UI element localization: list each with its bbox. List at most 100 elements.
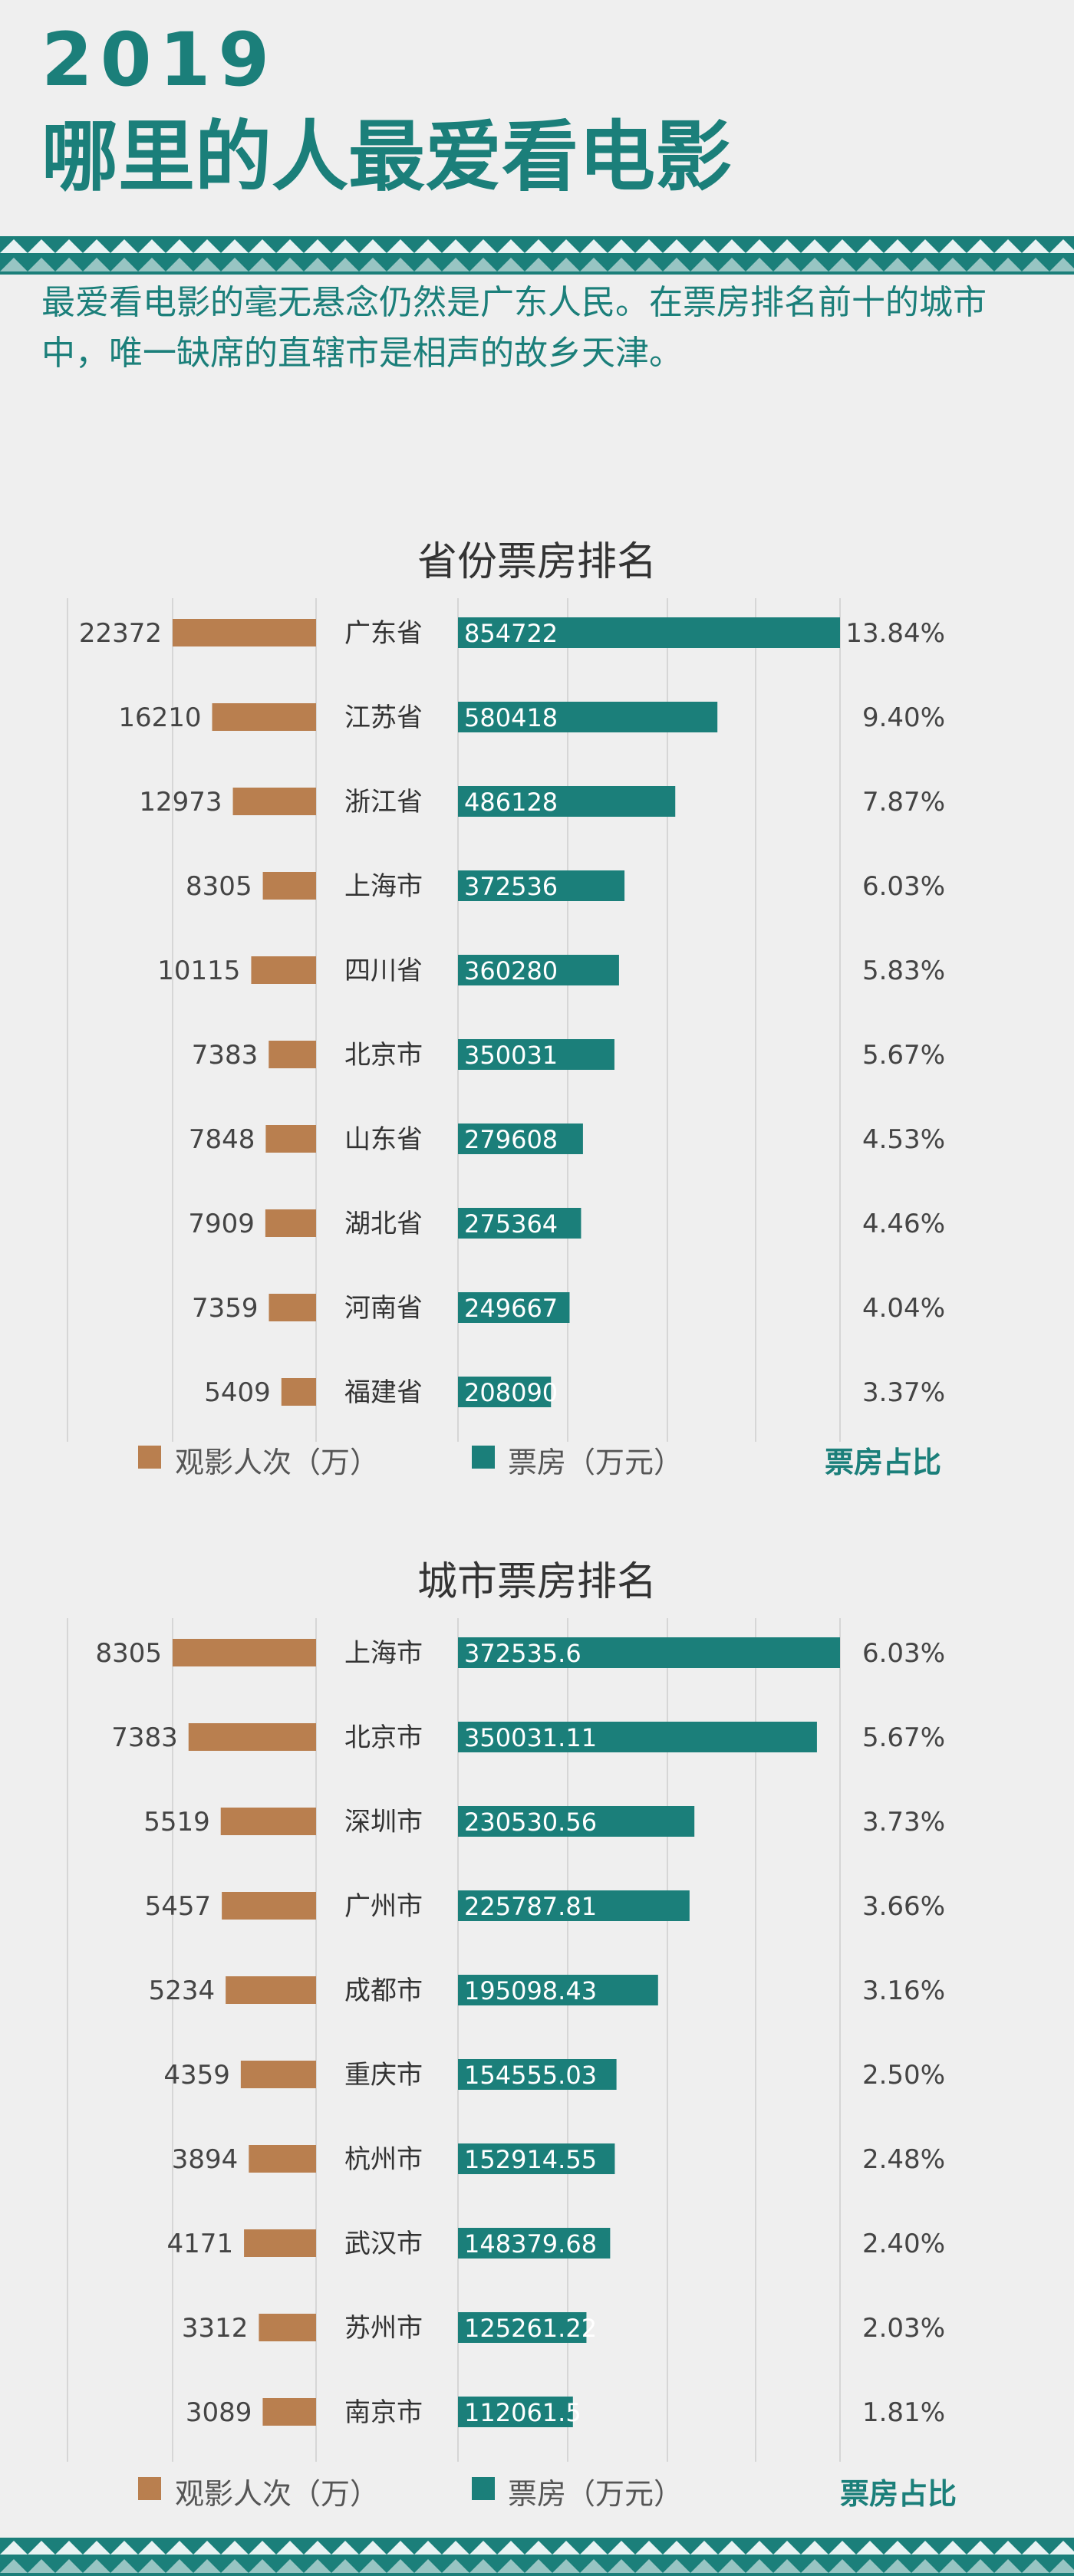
share-value: 13.84% xyxy=(845,618,945,649)
attendance-bar xyxy=(268,1041,316,1068)
category-label: 福建省 xyxy=(344,1377,423,1408)
boxoffice-value: 372535.6 xyxy=(464,1639,581,1668)
share-value: 6.03% xyxy=(862,871,945,902)
boxoffice-bar xyxy=(458,1124,583,1154)
boxoffice-bar xyxy=(458,1637,840,1668)
attendance-value: 7383 xyxy=(192,1040,259,1071)
boxoffice-value: 275364 xyxy=(464,1209,558,1239)
boxoffice-bar xyxy=(458,2143,615,2174)
boxoffice-legend-swatch xyxy=(472,2477,495,2500)
boxoffice-bar xyxy=(458,870,625,901)
attendance-value: 7359 xyxy=(192,1293,259,1324)
page-title: 哪里的人最爱看电影 xyxy=(41,112,732,202)
share-value: 6.03% xyxy=(862,1638,945,1669)
attendance-value: 7848 xyxy=(189,1124,255,1155)
share-value: 2.03% xyxy=(862,2313,945,2344)
attendance-value: 3312 xyxy=(182,2313,249,2344)
boxoffice-bar xyxy=(458,617,840,648)
category-label: 湖北省 xyxy=(344,1209,423,1239)
province-chart-title: 省份票房排名 xyxy=(417,539,657,585)
attendance-bar xyxy=(173,1639,316,1666)
attendance-bar xyxy=(251,956,316,984)
boxoffice-bar xyxy=(458,955,619,985)
boxoffice-bar xyxy=(458,702,718,732)
boxoffice-value: 360280 xyxy=(464,956,558,985)
share-value: 4.53% xyxy=(862,1124,945,1155)
attendance-bar xyxy=(220,1808,316,1835)
share-value: 5.83% xyxy=(862,956,945,986)
attendance-bar xyxy=(173,619,316,646)
share-value: 5.67% xyxy=(862,1040,945,1071)
category-label: 广东省 xyxy=(344,618,423,649)
category-label: 北京市 xyxy=(344,1722,423,1753)
attendance-legend-swatch xyxy=(138,1446,161,1469)
boxoffice-value: 486128 xyxy=(464,788,558,817)
attendance-value: 7383 xyxy=(111,1722,178,1753)
province-chart: 22372 广东省 854722 13.84% 16210 江苏省 580418 9.40% 1… xyxy=(67,598,945,1442)
boxoffice-bar xyxy=(458,1722,817,1752)
boxoffice-value: 154555.03 xyxy=(464,2061,597,2090)
attendance-value: 8305 xyxy=(186,871,252,902)
boxoffice-bar xyxy=(458,2059,617,2090)
boxoffice-value: 580418 xyxy=(464,703,558,732)
attendance-value: 5234 xyxy=(149,1976,216,2006)
boxoffice-bar xyxy=(458,2228,611,2259)
decorative-band-top xyxy=(0,236,1074,275)
attendance-legend-swatch xyxy=(138,2477,161,2500)
share-value: 3.73% xyxy=(862,1807,945,1837)
category-label: 杭州市 xyxy=(344,2144,423,2175)
category-label: 武汉市 xyxy=(344,2229,423,2259)
attendance-bar xyxy=(244,2229,316,2257)
attendance-bar xyxy=(259,2314,316,2341)
attendance-bar xyxy=(226,1976,316,2004)
category-label: 四川省 xyxy=(344,956,423,986)
boxoffice-bar xyxy=(458,1039,614,1070)
boxoffice-bar xyxy=(458,2397,573,2427)
attendance-bar xyxy=(265,1125,316,1153)
attendance-value: 5409 xyxy=(204,1377,271,1408)
decorative-band-bottom xyxy=(0,2538,1074,2576)
boxoffice-value: 152914.55 xyxy=(464,2145,597,2174)
category-label: 河南省 xyxy=(344,1293,423,1324)
attendance-value: 22372 xyxy=(79,618,162,649)
attendance-bar xyxy=(262,2398,316,2426)
attendance-value: 7909 xyxy=(188,1209,255,1239)
city-legend: 观影人次（万） 票房（万元） 票房占比 xyxy=(0,2466,1074,2512)
share-value: 3.37% xyxy=(862,1377,945,1408)
attendance-bar xyxy=(222,1892,316,1920)
share-value: 9.40% xyxy=(862,702,945,733)
boxoffice-bar xyxy=(458,786,676,817)
attendance-bar xyxy=(249,2145,316,2173)
category-label: 上海市 xyxy=(344,1638,423,1669)
share-value: 3.16% xyxy=(862,1976,945,2006)
category-label: 广州市 xyxy=(344,1891,423,1922)
share-value: 5.67% xyxy=(862,1722,945,1753)
attendance-legend-label: 观影人次（万） xyxy=(175,2477,380,2511)
category-label: 江苏省 xyxy=(344,702,423,733)
category-label: 山东省 xyxy=(344,1124,423,1155)
share-value: 3.66% xyxy=(862,1891,945,1922)
attendance-bar xyxy=(265,1209,316,1237)
boxoffice-value: 249667 xyxy=(464,1294,558,1323)
boxoffice-value: 230530.56 xyxy=(464,1808,597,1837)
intro-text: 最爱看电影的毫无悬念仍然是广东人民。在票房排名前十的城市中，唯一缺席的直辖市是相… xyxy=(41,283,987,373)
category-label: 苏州市 xyxy=(344,2313,423,2344)
share-legend-label: 票房占比 xyxy=(825,1446,942,1479)
attendance-value: 16210 xyxy=(118,702,201,733)
share-value: 2.48% xyxy=(862,2144,945,2175)
boxoffice-value: 350031 xyxy=(464,1041,558,1070)
attendance-value: 8305 xyxy=(95,1638,162,1669)
boxoffice-bar xyxy=(458,1377,552,1407)
boxoffice-value: 112061.5 xyxy=(464,2398,581,2427)
attendance-bar xyxy=(268,1294,316,1321)
boxoffice-value: 350031.11 xyxy=(464,1723,597,1752)
boxoffice-value: 148379.68 xyxy=(464,2229,597,2259)
attendance-bar xyxy=(232,788,316,815)
boxoffice-legend-label: 票房（万元） xyxy=(508,2477,684,2511)
share-value: 1.81% xyxy=(862,2397,945,2428)
attendance-value: 4171 xyxy=(167,2229,234,2259)
share-value: 2.50% xyxy=(862,2060,945,2091)
attendance-bar xyxy=(262,872,316,900)
boxoffice-value: 854722 xyxy=(464,619,558,648)
attendance-bar xyxy=(281,1378,316,1406)
